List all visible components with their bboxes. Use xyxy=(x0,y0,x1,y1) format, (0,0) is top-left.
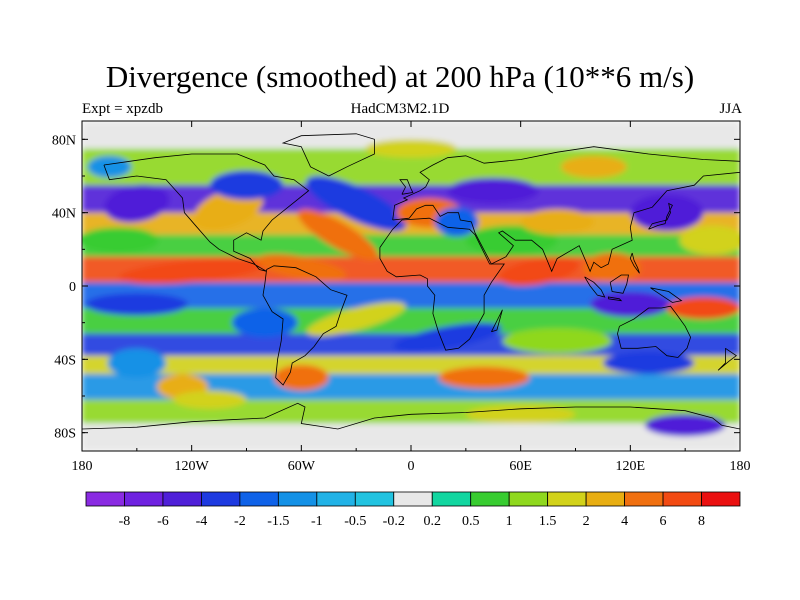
colorbar-swatch xyxy=(701,491,741,507)
lat-tick-label: 80N xyxy=(52,133,76,148)
colorbar-level-label: -2 xyxy=(234,514,246,529)
colorbar-level-label: 2 xyxy=(583,514,590,529)
axis-ticks: 80N 40N 0 40S 80S 180 120W 60W 0 60E 120E 180 xyxy=(52,121,751,474)
colorbar-level-label: -8 xyxy=(119,514,131,529)
map-title: Divergence (smoothed) at 200 hPa (10**6 … xyxy=(105,59,695,94)
colorbar-level-label: 4 xyxy=(621,514,628,529)
colorbar-swatch xyxy=(277,491,318,507)
colorbar-level-label: -4 xyxy=(196,514,208,529)
lon-tick-label: 60W xyxy=(288,459,316,474)
colorbar-level-label: -1.5 xyxy=(267,514,289,529)
colorbar-level-label: 0.5 xyxy=(462,514,480,529)
colorbar-swatch xyxy=(470,491,510,507)
colorbar-swatch xyxy=(508,491,549,507)
colorbar-swatch xyxy=(393,491,433,507)
lon-tick-label: 180 xyxy=(730,459,751,474)
colorbar-swatch xyxy=(354,491,395,507)
colorbar-level-label: 8 xyxy=(698,514,705,529)
colorbar-level-label: 6 xyxy=(660,514,667,529)
colorbar-swatch xyxy=(585,491,625,507)
coastline-overlay xyxy=(82,133,740,430)
colorbar-swatch xyxy=(162,491,202,507)
colorbar-swatch xyxy=(316,491,356,507)
colorbar-level-label: -6 xyxy=(157,514,169,529)
lat-tick-label: 0 xyxy=(69,280,76,295)
colorbar-swatch xyxy=(239,491,279,507)
colorbar-swatch xyxy=(431,491,472,507)
lon-tick-label: 120E xyxy=(616,459,646,474)
colorbar-level-label: -0.2 xyxy=(383,514,405,529)
lat-tick-label: 80S xyxy=(54,427,76,442)
colorbar-swatch xyxy=(662,491,702,507)
colorbar-level-label: -0.5 xyxy=(344,514,366,529)
colorbar-swatch xyxy=(547,491,587,507)
colorbar-swatch xyxy=(85,491,125,507)
colorbar: -8 -6 -4 -2 -1.5 -1 -0.5 -0.2 0.2 0.5 1 1.5 2 4 6 8 xyxy=(85,491,741,529)
lon-tick-label: 120W xyxy=(175,459,210,474)
colorbar-swatch xyxy=(624,491,664,507)
colorbar-swatch xyxy=(124,491,164,507)
model-label: HadCM3M2.1D xyxy=(350,101,450,117)
colorbar-level-label: 1.5 xyxy=(539,514,557,529)
colorbar-swatch xyxy=(201,491,241,507)
lon-tick-label: 0 xyxy=(408,459,415,474)
season-label: JJA xyxy=(719,101,742,117)
divergence-field xyxy=(82,121,740,451)
lon-tick-label: 180 xyxy=(72,459,93,474)
lat-tick-label: 40S xyxy=(54,353,76,368)
colorbar-level-label: -1 xyxy=(311,514,323,529)
lat-tick-label: 40N xyxy=(52,207,76,222)
colorbar-level-label: 1 xyxy=(506,514,513,529)
experiment-label: Expt = xpzdb xyxy=(82,101,163,117)
colorbar-level-label: 0.2 xyxy=(423,514,441,529)
lon-tick-label: 60E xyxy=(509,459,532,474)
